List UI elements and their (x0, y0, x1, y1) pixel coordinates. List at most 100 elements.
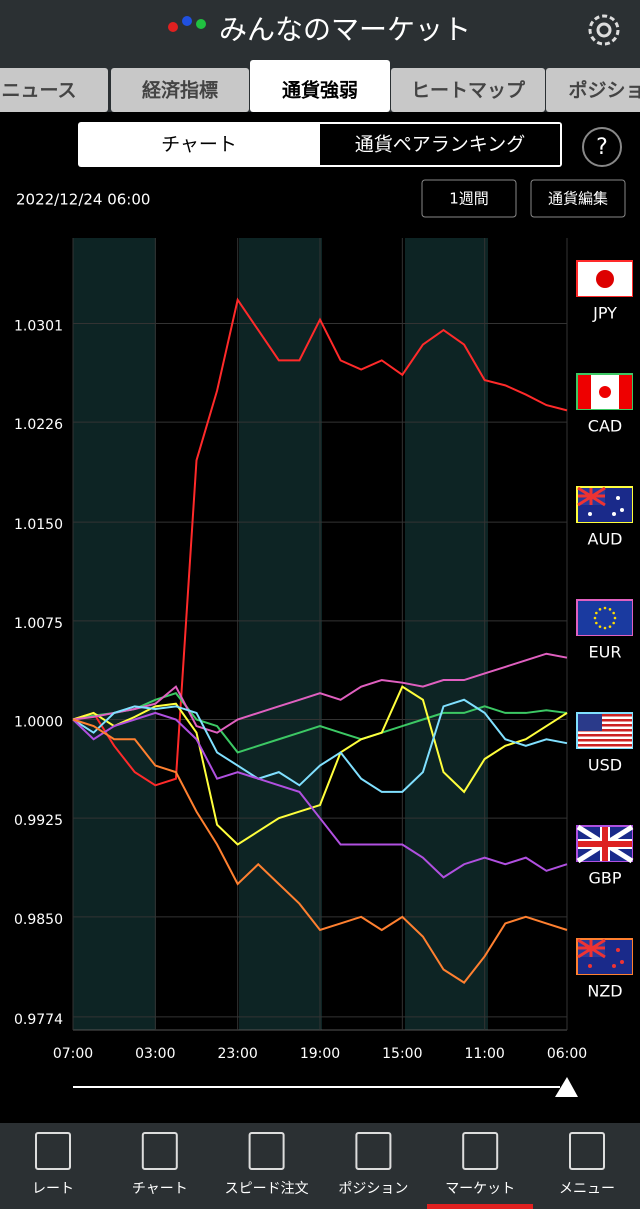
flag[interactable] (612, 611, 615, 615)
flag[interactable] (603, 606, 607, 610)
tab[interactable] (391, 68, 545, 112)
legend-label[interactable]: JPY (592, 304, 617, 323)
segment[interactable]: チャート (161, 134, 237, 156)
x-tick-label: 23:00 (217, 1046, 257, 1062)
tab[interactable] (111, 68, 249, 112)
nav-icon[interactable] (355, 1132, 392, 1170)
flag[interactable] (612, 964, 616, 968)
session-band (239, 238, 322, 1030)
flag[interactable] (620, 960, 624, 964)
flag[interactable] (598, 625, 602, 628)
header-bar (0, 0, 640, 62)
legend-label[interactable]: AUD (588, 530, 623, 549)
nav-icon[interactable] (141, 1132, 178, 1170)
legend-label[interactable]: EUR (589, 643, 622, 662)
segment-inactive[interactable] (320, 124, 560, 165)
settings-icon[interactable] (588, 14, 620, 46)
slider-handle[interactable] (555, 1077, 578, 1097)
flag[interactable] (578, 719, 632, 722)
flag[interactable] (578, 724, 632, 727)
flag[interactable] (596, 270, 614, 288)
tab-label[interactable]: ヒートマップ (411, 79, 526, 102)
flag[interactable] (577, 938, 606, 959)
nav-label[interactable]: レート (32, 1181, 74, 1197)
x-tick-label: 15:00 (382, 1046, 422, 1062)
flag[interactable] (578, 739, 632, 742)
flag[interactable] (599, 386, 611, 398)
flag[interactable] (616, 496, 620, 500)
flag[interactable] (608, 625, 612, 628)
nav-label[interactable]: スピード注文 (225, 1181, 309, 1197)
logo-dot (196, 19, 206, 29)
tab[interactable] (250, 60, 390, 112)
tab[interactable] (546, 68, 640, 112)
nav-label[interactable]: メニュー (559, 1181, 615, 1197)
bottom-nav (0, 1123, 640, 1209)
x-tick-label: 06:00 (547, 1046, 587, 1062)
button[interactable] (530, 179, 626, 218)
flag[interactable] (616, 948, 620, 952)
button-label[interactable]: 通貨編集 (548, 190, 608, 208)
y-tick-label: 1.0301 (14, 319, 63, 335)
x-tick-label: 19:00 (300, 1046, 340, 1062)
legend-label[interactable]: NZD (587, 982, 622, 1001)
gear[interactable] (588, 14, 620, 46)
flag[interactable] (578, 714, 632, 717)
y-tick-label: 1.0150 (14, 517, 63, 533)
series-line (72, 297, 568, 787)
flag[interactable] (619, 375, 632, 409)
nav-icon[interactable] (35, 1132, 71, 1170)
flag[interactable] (595, 611, 598, 615)
tab-label[interactable]: ニュース (1, 80, 76, 102)
logo-dot (182, 16, 192, 26)
nav-label[interactable]: ポジション (338, 1181, 408, 1197)
series-line (72, 685, 568, 846)
nav-icon[interactable] (462, 1132, 499, 1170)
nav-icon[interactable] (569, 1132, 605, 1170)
flag[interactable] (578, 729, 632, 732)
flag[interactable] (578, 744, 632, 747)
flag[interactable] (578, 601, 632, 635)
date: 2022/12/24 06:00 (16, 191, 150, 209)
flag[interactable] (588, 964, 592, 968)
button[interactable] (421, 179, 517, 218)
legend-label[interactable]: CAD (588, 417, 622, 436)
flag[interactable] (598, 608, 602, 611)
nav-active-indicator (427, 1204, 533, 1209)
x-tick-label: 07:00 (53, 1046, 93, 1062)
flag[interactable] (612, 621, 615, 625)
flag[interactable] (578, 841, 632, 847)
y-tick-label: 0.9850 (14, 912, 63, 928)
nav-icon[interactable] (248, 1132, 285, 1170)
tab-label[interactable]: 経済指標 (142, 79, 218, 102)
logo-dot (168, 22, 178, 32)
tab[interactable] (0, 68, 108, 112)
flag[interactable] (578, 375, 591, 409)
tab-label[interactable]: 通貨強弱 (282, 79, 358, 102)
segment[interactable]: 通貨ペアランキング (355, 134, 525, 156)
legend-label[interactable]: GBP (588, 869, 621, 888)
flag[interactable] (612, 512, 616, 516)
flag[interactable] (588, 512, 592, 516)
flag[interactable] (578, 714, 602, 731)
session-band (405, 238, 488, 1030)
flag[interactable] (608, 608, 612, 611)
tab-label[interactable]: ポジション (568, 79, 640, 102)
x-tick-label: 11:00 (464, 1046, 504, 1062)
y-tick-label: 0.9774 (14, 1012, 63, 1028)
help-label[interactable]: ? (596, 135, 608, 160)
flag[interactable] (603, 626, 607, 630)
flag[interactable] (620, 508, 624, 512)
flag[interactable] (577, 486, 606, 507)
help-button[interactable] (582, 127, 622, 167)
nav-label[interactable]: チャート (132, 1181, 188, 1197)
flag[interactable] (613, 616, 617, 620)
legend-label[interactable]: USD (588, 756, 622, 775)
flag[interactable] (593, 616, 597, 620)
gear-hub[interactable] (596, 22, 612, 38)
flag[interactable] (578, 734, 632, 737)
flag[interactable] (595, 621, 598, 625)
nav-label[interactable]: マーケット (445, 1181, 515, 1197)
button-label[interactable]: 1週間 (449, 190, 489, 208)
